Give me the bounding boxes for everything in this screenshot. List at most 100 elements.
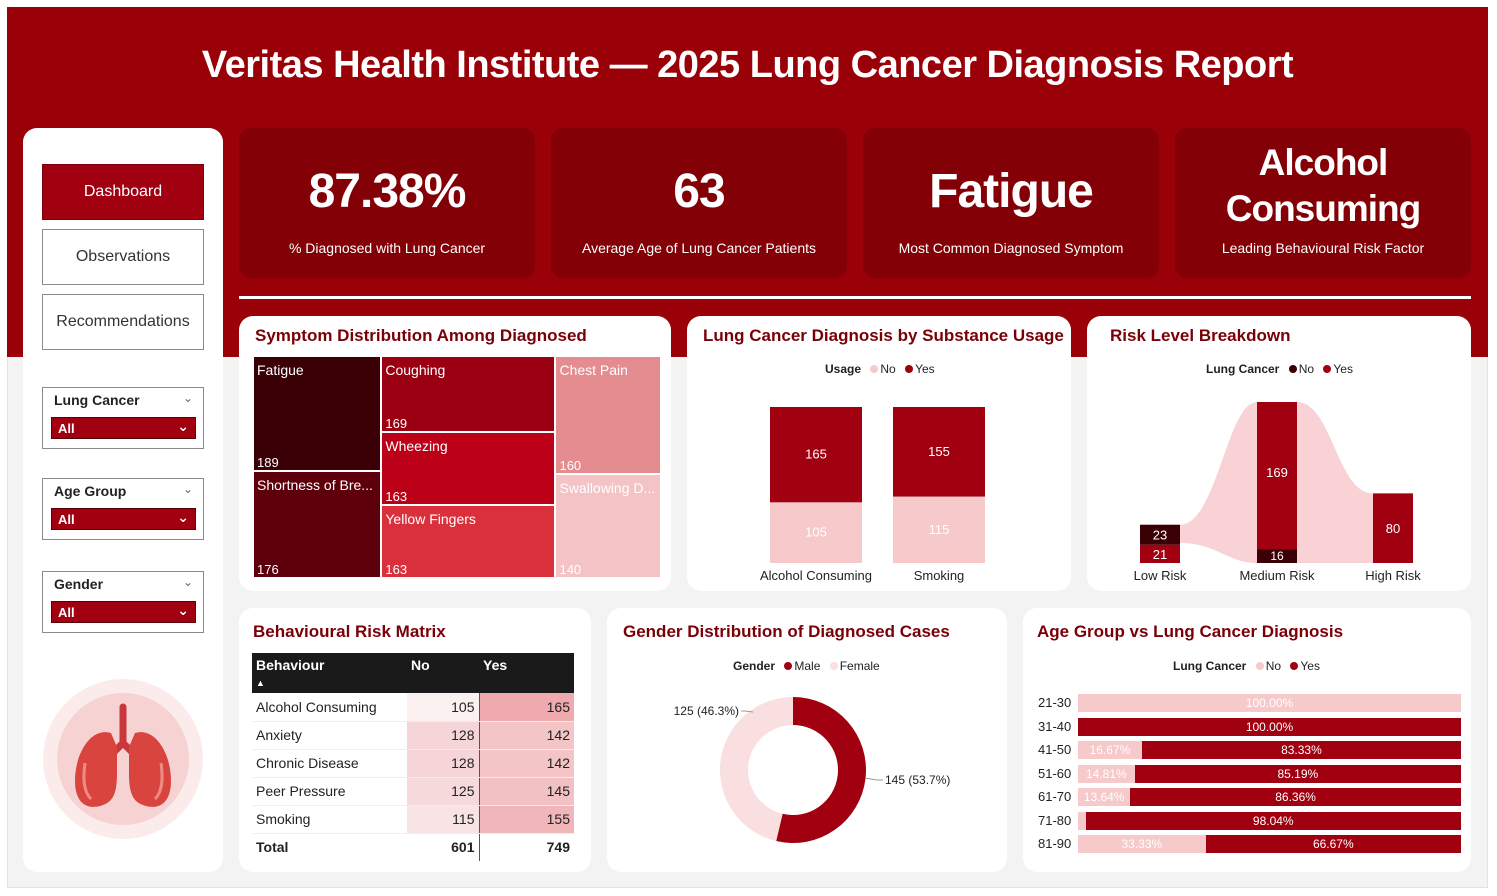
kpi-value: 87.38% — [308, 165, 467, 218]
bar-segment[interactable]: 14.81% — [1078, 764, 1135, 783]
kpi-caption: % Diagnosed with Lung Cancer — [288, 240, 486, 256]
nav-recommendations-button[interactable]: Recommendations — [42, 294, 204, 350]
treemap-cell[interactable]: Swallowing D... 140 — [555, 474, 661, 578]
yes-cell: 142 — [479, 749, 574, 778]
substance-usage-card: Lung Cancer Diagnosis by Substance Usage… — [687, 316, 1071, 591]
x-tick-label: Low Risk — [1134, 568, 1187, 583]
column-header-no[interactable]: No — [407, 653, 479, 693]
bar-segment[interactable]: 83.33% — [1141, 741, 1461, 759]
age-group-row[interactable]: 41-50 16.67% 83.33% — [1023, 741, 1461, 759]
legend-item-yes[interactable]: Yes — [1333, 362, 1353, 376]
yes-cell: 145 — [479, 777, 574, 806]
nav-observations-button[interactable]: Observations — [42, 229, 204, 285]
bar-segment[interactable]: 33.33% — [1078, 835, 1206, 853]
sort-asc-icon[interactable]: ▲ — [256, 678, 265, 688]
bar-segment[interactable]: 100.00% — [1078, 717, 1461, 736]
kpi-card-risk-factor: Alcohol Consuming Leading Behavioural Ri… — [1175, 128, 1471, 278]
treemap-cell[interactable]: Shortness of Bre... 176 — [253, 470, 382, 578]
donut-slice — [776, 697, 866, 843]
risk-ribbon-chart: 21 23 Low Risk 16 169 Medium Risk 80 High Risk — [1134, 402, 1421, 583]
behaviour-cell: Smoking — [252, 805, 407, 834]
y-tick-label: 71-80 — [1038, 812, 1072, 828]
gender-filter[interactable]: Gender ⌄ All ⌄ — [42, 571, 204, 633]
chart-legend: Lung Cancer No Yes — [1206, 362, 1353, 376]
lung-cancer-filter[interactable]: Lung Cancer ⌄ All ⌄ — [42, 387, 204, 449]
bar-segment[interactable]: 66.67% — [1205, 835, 1461, 853]
legend-item-no[interactable]: No — [1298, 362, 1315, 376]
treemap-cell[interactable]: Wheezing 163 — [381, 431, 556, 505]
legend-item-no[interactable]: No — [1265, 659, 1282, 673]
age-group-row[interactable]: 61-70 13.64% 86.36% — [1023, 788, 1461, 806]
age-group-row[interactable]: 31-40 100.00% — [1023, 717, 1461, 736]
chevron-down-icon[interactable]: ⌄ — [182, 575, 193, 589]
bar-segment[interactable]: 86.36% — [1130, 788, 1461, 806]
kpi-caption: Average Age of Lung Cancer Patients — [581, 240, 816, 256]
behaviour-cell: Anxiety — [252, 721, 407, 750]
treemap-cell[interactable]: Fatigue 189 — [253, 356, 382, 471]
legend-title: Lung Cancer — [1173, 659, 1247, 673]
chevron-down-icon[interactable]: ⌄ — [182, 482, 193, 496]
column-header-behaviour[interactable]: Behaviour ▲ — [252, 653, 407, 693]
chevron-down-icon[interactable]: ⌄ — [177, 418, 189, 434]
bar-segment — [1257, 549, 1297, 563]
age-group-row[interactable]: 71-80 98.04% — [1023, 811, 1461, 830]
bar-segment[interactable]: 13.64% — [1078, 788, 1131, 806]
bar-segment[interactable] — [1078, 811, 1086, 830]
behavioural-matrix-card: Behavioural Risk Matrix Behaviour ▲ No Ye… — [239, 608, 591, 872]
treemap-cell-value: 163 — [385, 488, 408, 504]
data-label: 115 — [929, 522, 950, 537]
table-row[interactable]: Smoking 115 155 — [252, 805, 574, 834]
yes-cell: 142 — [479, 721, 574, 750]
bar-segment[interactable]: 100.00% — [1078, 694, 1461, 712]
legend-title: Lung Cancer — [1206, 362, 1280, 376]
legend-item-female[interactable]: Female — [839, 659, 880, 673]
treemap-cell[interactable]: Coughing 169 — [381, 356, 556, 432]
age-group-row[interactable]: 21-30 100.00% — [1023, 694, 1461, 712]
chart-legend: Lung Cancer No Yes — [1173, 659, 1320, 673]
legend-item-yes[interactable]: Yes — [1300, 659, 1320, 673]
lung-cancer-filter-label: Lung Cancer — [54, 392, 140, 408]
x-tick-label: Smoking — [914, 568, 965, 583]
kpi-caption: Leading Behavioural Risk Factor — [1221, 240, 1425, 256]
age-group-row[interactable]: 81-90 33.33% 66.67% — [1023, 835, 1461, 853]
y-tick-label: 31-40 — [1038, 718, 1072, 734]
nav-dashboard-button[interactable]: Dashboard — [42, 164, 204, 220]
data-label: 169 — [1266, 465, 1288, 480]
bar-segment[interactable]: 16.67% — [1078, 741, 1142, 759]
kpi-card-common-symptom: Fatigue Most Common Diagnosed Symptom — [863, 128, 1159, 278]
sidebar: Dashboard Observations Recommendations L… — [23, 128, 223, 872]
gender-filter-select[interactable]: All ⌄ — [51, 601, 196, 623]
treemap-cell-value: 140 — [559, 561, 582, 577]
chart-legend: Gender Male Female — [733, 659, 880, 673]
divider — [239, 296, 1471, 299]
table-row[interactable]: Anxiety 128 142 — [252, 721, 574, 750]
gender-distribution-card: Gender Distribution of Diagnosed Cases G… — [607, 608, 1007, 872]
age-group-filter-select[interactable]: All ⌄ — [51, 508, 196, 530]
legend-item-male[interactable]: Male — [794, 659, 821, 673]
lungs-icon — [75, 703, 171, 807]
chevron-down-icon[interactable]: ⌄ — [177, 602, 189, 618]
table-row[interactable]: Alcohol Consuming 105 165 — [252, 693, 574, 722]
chevron-down-icon[interactable]: ⌄ — [177, 509, 189, 525]
treemap-cell[interactable]: Yellow Fingers 163 — [381, 504, 556, 578]
lung-cancer-filter-select[interactable]: All ⌄ — [51, 417, 196, 439]
legend-item-yes[interactable]: Yes — [915, 362, 935, 376]
age-group-filter[interactable]: Age Group ⌄ All ⌄ — [42, 478, 204, 540]
chevron-down-icon[interactable]: ⌄ — [182, 391, 193, 405]
y-tick-label: 81-90 — [1038, 836, 1072, 851]
y-tick-label: 61-70 — [1038, 789, 1072, 804]
gender-donut-chart: 145 (53.7%) 125 (46.3%) — [674, 697, 950, 843]
treemap-cell-value: 163 — [385, 561, 408, 577]
legend-title: Gender — [733, 659, 776, 673]
legend-item-no[interactable]: No — [880, 362, 896, 376]
column-header-yes[interactable]: Yes — [479, 653, 574, 693]
table-row[interactable]: Chronic Disease 128 142 — [252, 749, 574, 778]
data-label: 16 — [1270, 549, 1284, 563]
table-row[interactable]: Peer Pressure 125 145 — [252, 777, 574, 806]
age-group-row[interactable]: 51-60 14.81% 85.19% — [1023, 764, 1461, 783]
bar-segment[interactable]: 98.04% — [1085, 811, 1461, 830]
treemap-cell[interactable]: Chest Pain 160 — [555, 356, 661, 475]
treemap-cell-value: 160 — [559, 458, 582, 474]
bar-segment[interactable]: 85.19% — [1134, 764, 1461, 783]
bar-segment — [893, 496, 985, 563]
